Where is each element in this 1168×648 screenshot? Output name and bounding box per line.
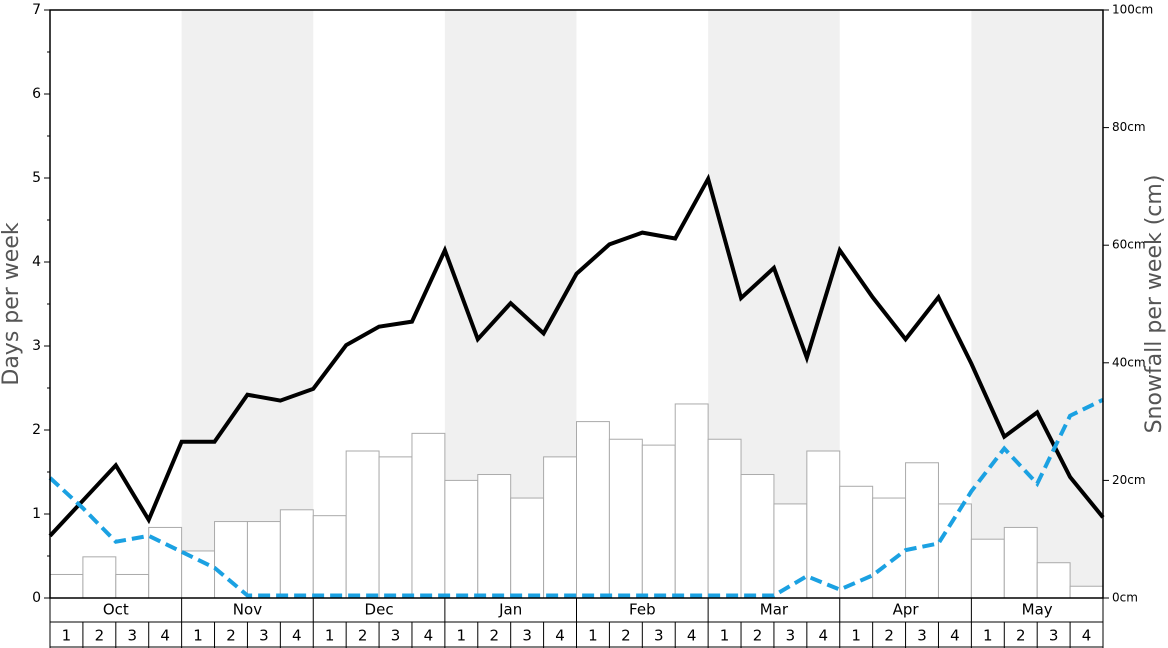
line-series [48,173,1105,538]
week-label: 3 [1049,627,1059,645]
week-label: 2 [95,627,105,645]
month-label: Oct [103,601,129,619]
week-label: 4 [292,627,302,645]
week-label: 4 [555,627,565,645]
bar [49,573,84,599]
bar [510,497,545,599]
week-label: 3 [654,627,664,645]
bar [806,450,841,599]
bar [82,556,117,599]
week-label: 3 [259,627,269,645]
week-label: 2 [753,627,763,645]
month-label: May [1022,601,1053,619]
bar [246,521,281,599]
y-tick-label: 2 [32,422,41,438]
bar [312,515,347,599]
week-label: 1 [325,627,335,645]
y-tick-label: 7 [32,2,41,18]
y-tick-label: 0 [32,590,41,606]
y-tick-label: 1 [32,506,41,522]
y2-tick-label: 60cm [1112,238,1146,252]
week-label: 2 [358,627,368,645]
y2-tick-label: 40cm [1112,355,1146,369]
bar [477,474,512,599]
week-label: 4 [819,627,829,645]
month-band [971,10,1103,598]
week-label: 3 [522,627,532,645]
bar [115,573,150,599]
week-label: 1 [983,627,993,645]
y2-tick-label: 20cm [1112,473,1146,487]
week-label: 4 [1082,627,1092,645]
week-label: 1 [62,627,72,645]
bar [839,485,874,599]
bar [608,438,643,599]
bar [740,474,775,599]
week-label: 1 [720,627,730,645]
bar [576,421,610,599]
bar [1069,585,1104,599]
week-label: 3 [127,627,137,645]
bar [905,462,939,599]
y-tick-label: 5 [32,170,41,186]
week-label: 1 [588,627,598,645]
y-tick-label: 6 [32,86,41,102]
y2-tick-label: 0cm [1112,591,1138,605]
week-label: 3 [917,627,927,645]
bar [543,456,577,599]
bar [1003,526,1038,599]
week-label: 2 [489,627,499,645]
week-label: 1 [193,627,203,645]
week-label: 4 [687,627,697,645]
month-label: Nov [233,601,262,619]
month-label: Dec [365,601,394,619]
month-label: Feb [629,601,656,619]
week-label: 2 [621,627,631,645]
week-label: 3 [786,627,796,645]
week-label: 4 [424,627,434,645]
bar [378,456,413,599]
week-label: 1 [851,627,861,645]
month-band [181,10,314,598]
week-label: 2 [226,627,236,645]
bar [1036,562,1071,599]
y-tick-label: 4 [32,254,41,270]
y2-tick-label: 100cm [1112,3,1153,17]
bar [411,432,446,599]
bar [279,509,314,599]
month-label: Apr [893,601,920,619]
bar [345,450,380,599]
line-series [48,397,1104,598]
month-label: Mar [760,601,789,619]
bar [773,503,808,599]
y-tick-label: 3 [32,338,41,354]
bar [214,521,248,599]
week-label: 2 [1016,627,1026,645]
week-label: 4 [950,627,960,645]
bar [674,403,709,599]
week-label: 4 [160,627,170,645]
y2-tick-label: 80cm [1112,120,1146,134]
week-label: 3 [391,627,401,645]
bar [872,497,907,599]
bar [641,444,676,599]
month-label: Jan [498,601,522,619]
week-label: 2 [884,627,894,645]
bar [970,538,1005,599]
y-axis-label: Days per week [0,222,24,385]
week-label: 1 [457,627,467,645]
y2-axis-label: Snowfall per week (cm) [1142,175,1167,434]
bar [148,526,183,599]
bar [707,438,742,599]
bar [181,550,216,599]
bar [444,479,479,599]
